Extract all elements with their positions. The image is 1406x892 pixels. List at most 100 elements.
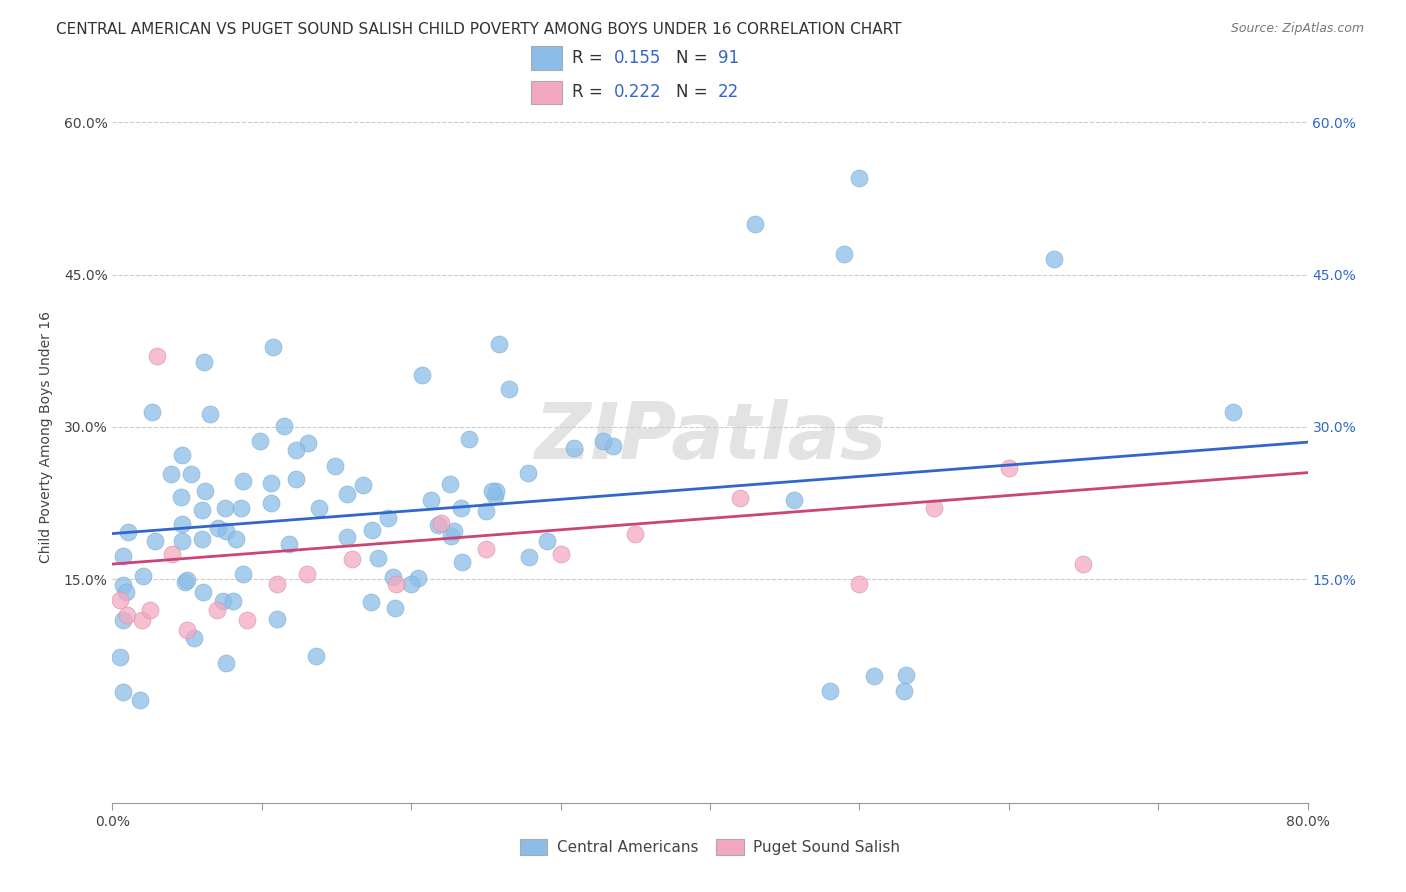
- Point: [360, 595, 382, 609]
- Point: [834, 247, 856, 261]
- Point: [450, 500, 472, 515]
- Point: [191, 585, 214, 599]
- Point: [430, 516, 453, 531]
- Point: [295, 567, 318, 582]
- Point: [205, 603, 228, 617]
- Text: R =: R =: [572, 83, 609, 101]
- Point: [1042, 252, 1064, 267]
- Text: N =: N =: [676, 83, 713, 101]
- Point: [922, 501, 945, 516]
- Point: [232, 475, 254, 489]
- Point: [176, 623, 198, 637]
- Point: [180, 467, 202, 482]
- Point: [475, 504, 498, 518]
- Point: [215, 524, 238, 538]
- Point: [481, 483, 503, 498]
- Point: [367, 551, 389, 566]
- Point: [198, 407, 221, 421]
- Point: [112, 578, 135, 592]
- Point: [443, 524, 465, 538]
- Point: [1222, 405, 1244, 419]
- Point: [111, 613, 134, 627]
- Point: [229, 501, 252, 516]
- Point: [277, 537, 299, 551]
- Point: [266, 612, 288, 626]
- Point: [236, 613, 259, 627]
- Point: [360, 524, 382, 538]
- Point: [207, 520, 229, 534]
- Point: [285, 443, 308, 458]
- Point: [592, 434, 614, 449]
- Point: [384, 600, 406, 615]
- Point: [488, 336, 510, 351]
- Point: [377, 511, 399, 525]
- Point: [457, 432, 479, 446]
- Point: [260, 496, 283, 510]
- Point: [132, 568, 155, 582]
- Point: [141, 405, 163, 419]
- Point: [536, 533, 558, 548]
- Point: [385, 577, 408, 591]
- Point: [191, 503, 214, 517]
- Point: [260, 475, 283, 490]
- Point: [160, 467, 183, 482]
- Point: [145, 533, 167, 548]
- Point: [215, 656, 238, 670]
- Point: [131, 613, 153, 627]
- Point: [266, 577, 288, 591]
- Y-axis label: Child Poverty Among Boys Under 16: Child Poverty Among Boys Under 16: [38, 311, 52, 563]
- Point: [562, 442, 585, 456]
- Point: [176, 573, 198, 587]
- Point: [225, 532, 247, 546]
- Point: [308, 501, 330, 516]
- Point: [183, 631, 205, 645]
- Point: [249, 434, 271, 449]
- Point: [475, 541, 498, 556]
- Point: [211, 594, 233, 608]
- Text: 22: 22: [718, 83, 740, 101]
- Point: [340, 552, 363, 566]
- Point: [170, 448, 193, 462]
- Point: [117, 607, 139, 622]
- Point: [450, 555, 472, 569]
- Text: CENTRAL AMERICAN VS PUGET SOUND SALISH CHILD POVERTY AMONG BOYS UNDER 16 CORRELA: CENTRAL AMERICAN VS PUGET SOUND SALISH C…: [56, 22, 901, 37]
- Text: Source: ZipAtlas.com: Source: ZipAtlas.com: [1230, 22, 1364, 36]
- FancyBboxPatch shape: [530, 81, 562, 104]
- Point: [427, 517, 450, 532]
- Point: [516, 467, 538, 481]
- Text: N =: N =: [676, 49, 713, 67]
- Point: [172, 533, 194, 548]
- Point: [336, 487, 359, 501]
- Point: [170, 490, 193, 504]
- Point: [484, 489, 506, 503]
- FancyBboxPatch shape: [530, 46, 562, 70]
- Text: 0.222: 0.222: [614, 83, 661, 101]
- Point: [602, 439, 624, 453]
- Point: [222, 594, 245, 608]
- Point: [305, 649, 328, 664]
- Point: [848, 577, 870, 591]
- Text: ZIPatlas: ZIPatlas: [534, 399, 886, 475]
- Point: [893, 684, 915, 698]
- Point: [214, 500, 236, 515]
- Point: [262, 340, 284, 354]
- Point: [406, 571, 429, 585]
- Point: [624, 526, 647, 541]
- Point: [323, 459, 346, 474]
- Point: [336, 530, 359, 544]
- Point: [162, 547, 183, 561]
- Point: [194, 484, 217, 499]
- Point: [111, 549, 134, 563]
- Point: [517, 550, 540, 565]
- Point: [498, 382, 520, 396]
- Point: [485, 483, 508, 498]
- Point: [108, 592, 131, 607]
- Point: [170, 516, 193, 531]
- Point: [783, 492, 806, 507]
- Point: [146, 349, 169, 363]
- Point: [191, 532, 214, 546]
- Point: [173, 574, 195, 589]
- Point: [863, 669, 886, 683]
- Text: 91: 91: [718, 49, 740, 67]
- Text: 0.155: 0.155: [614, 49, 661, 67]
